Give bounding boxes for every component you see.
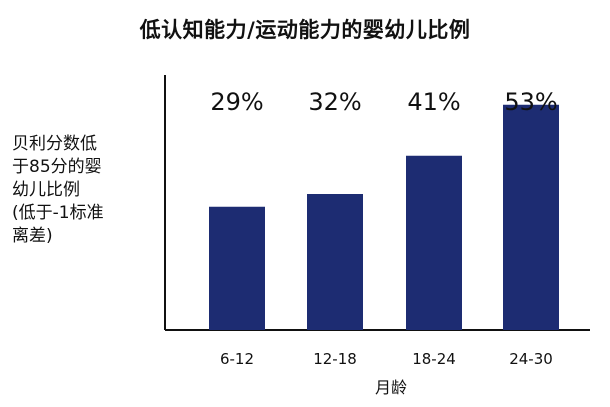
x-tick-label-12-18: 12-18 (313, 350, 357, 368)
data-label-12-18: 32% (308, 88, 361, 116)
x-tick-label-18-24: 18-24 (412, 350, 456, 368)
chart-title: 低认知能力/运动能力的婴幼儿比例 (139, 18, 471, 42)
x-axis-label: 月龄 (374, 378, 407, 397)
bar-18-24 (406, 155, 462, 330)
x-tick-label-24-30: 24-30 (509, 350, 553, 368)
data-label-18-24: 41% (407, 88, 460, 116)
bar-12-18 (307, 194, 363, 330)
y-axis-label: 贝利分数低 于85分的婴 幼儿比例 (低于-1标准 离差) (12, 134, 104, 246)
bar-24-30 (503, 104, 559, 330)
x-tick-label-6-12: 6-12 (220, 350, 254, 368)
data-label-6-12: 29% (210, 88, 263, 116)
bar-6-12 (209, 206, 265, 330)
data-label-24-30: 53% (504, 88, 557, 116)
